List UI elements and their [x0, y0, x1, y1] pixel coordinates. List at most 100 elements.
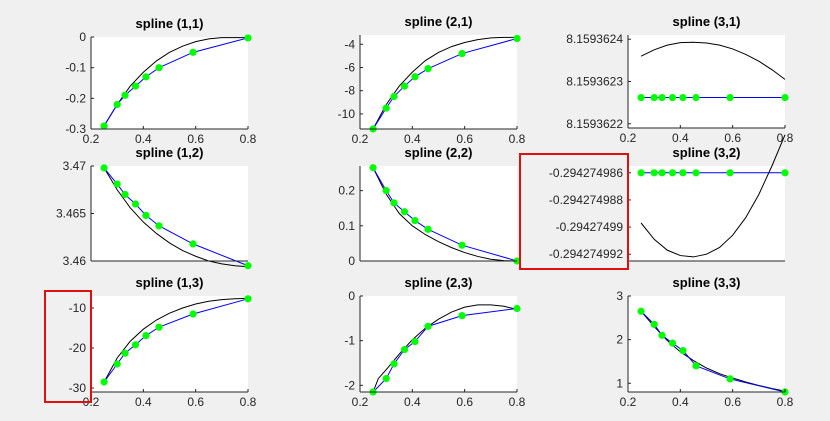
data-marker	[658, 331, 666, 339]
x-tick-label: 0.2	[352, 132, 369, 146]
y-tick-label: -0.1	[65, 61, 86, 75]
x-tick-label: 0.4	[135, 395, 152, 409]
data-marker	[155, 64, 163, 72]
data-marker	[400, 345, 409, 354]
data-marker	[382, 104, 390, 112]
spline-curve	[372, 36, 517, 130]
x-tick-label: 0.4	[404, 395, 421, 409]
y-tick-label: -0.29427499	[556, 220, 624, 234]
data-marker	[692, 169, 700, 177]
x-tick-label: 0.4	[404, 132, 421, 146]
data-marker	[424, 225, 432, 233]
highlight-box-yticks-3-2	[519, 153, 629, 270]
subplot-title: spline (2,1)	[405, 14, 473, 29]
data-marker	[113, 100, 121, 109]
subplot-9: 3 2 1 0.2 0.4 0.6 0.8 spline (3,3)	[616, 275, 793, 409]
data-marker	[668, 169, 677, 177]
subplot-title: spline (1,3)	[136, 275, 204, 290]
data-marker	[400, 82, 409, 90]
data-marker	[244, 262, 252, 270]
data-marker	[244, 34, 252, 42]
y-tick-label: -10	[69, 301, 87, 315]
data-marker	[121, 349, 129, 357]
y-tick-label: 8.1593622	[566, 117, 623, 131]
data-marker	[390, 360, 398, 368]
data-marker	[424, 65, 432, 73]
data-marker	[382, 375, 390, 383]
data-marker	[650, 169, 658, 177]
data-marker	[668, 339, 677, 347]
x-tick-label: 0.2	[352, 395, 369, 409]
subplot-4: 3.47 3.465 3.46 spline (1,2)	[56, 145, 252, 270]
data-marker	[369, 164, 377, 172]
subplot-title: spline (1,1)	[136, 16, 204, 31]
y-tick-label: 2	[616, 333, 623, 347]
x-tick-label: 0.4	[672, 395, 689, 409]
spline-curve	[103, 167, 249, 268]
data-marker	[100, 164, 108, 172]
data-marker	[658, 169, 666, 177]
subplot-2: -4 -6 -8 -10 0.2 0.4 0.6 0.8 spline (2,1)	[338, 14, 526, 146]
y-tick-label: 3.47	[63, 159, 87, 173]
x-tick-label: 0.6	[724, 131, 741, 145]
x-tick-label: 0.2	[620, 131, 637, 145]
data-marker	[189, 310, 197, 318]
x-tick-label: 0.4	[135, 132, 152, 146]
plot-area	[628, 35, 785, 128]
data-marker	[679, 346, 687, 355]
y-tick-label: 3.46	[63, 254, 87, 268]
spline-curve	[640, 134, 786, 258]
spline-curve	[103, 37, 248, 127]
y-tick-label: 1	[616, 376, 623, 390]
x-tick-label: 0.6	[456, 395, 473, 409]
data-marker	[458, 241, 466, 249]
subplot-title: spline (3,1)	[673, 14, 741, 29]
data-marker	[390, 92, 398, 101]
plot-area	[628, 166, 785, 261]
data-marker	[637, 307, 645, 315]
data-marker	[121, 91, 129, 99]
subplot-title: spline (3,2)	[673, 145, 741, 160]
y-tick-label: -0.294274992	[549, 247, 623, 261]
y-tick-label: -0.294274988	[549, 193, 623, 207]
subplot-1: 0 -0.1 -0.2 -0.30.2 0.4 0.6 0.8 spline (1,1)	[65, 16, 256, 146]
data-marker	[131, 341, 140, 349]
spline-curve	[640, 41, 786, 80]
data-marker	[400, 208, 409, 216]
y-tick-label: 0	[79, 30, 86, 44]
y-tick-label: -10	[338, 107, 356, 121]
y-tick-label: 0	[348, 289, 355, 303]
y-tick-label: 0.1	[338, 219, 355, 233]
plot-area	[628, 296, 785, 392]
data-marker	[637, 169, 645, 177]
data-marker	[113, 180, 121, 188]
data-marker	[131, 82, 140, 90]
plot-area	[360, 35, 517, 129]
x-tick-label: 0.4	[672, 131, 689, 145]
plot-area	[91, 296, 248, 392]
data-marker	[513, 34, 521, 43]
y-tick-label: -1	[344, 334, 355, 348]
y-tick-label: -6	[344, 60, 355, 74]
y-tick-label: -4	[344, 37, 355, 51]
x-tick-label: 0.2	[83, 132, 100, 146]
data-marker	[650, 320, 658, 328]
y-tick-label: -20	[69, 341, 87, 355]
data-marker	[411, 216, 419, 225]
data-marker	[424, 322, 432, 330]
highlight-box-yticks-1-3	[44, 290, 92, 403]
data-marker	[692, 93, 700, 102]
data-marker	[726, 169, 734, 177]
data-marker	[411, 73, 419, 81]
data-marker	[650, 93, 658, 102]
y-tick-label: -2	[344, 378, 355, 392]
y-tick-label: -8	[344, 84, 355, 98]
x-tick-label: 0.8	[240, 132, 257, 146]
y-tick-label: 3	[616, 289, 623, 303]
data-marker	[100, 378, 108, 386]
data-marker	[692, 362, 700, 370]
y-tick-label: 0	[348, 254, 355, 268]
data-marker	[189, 240, 197, 248]
